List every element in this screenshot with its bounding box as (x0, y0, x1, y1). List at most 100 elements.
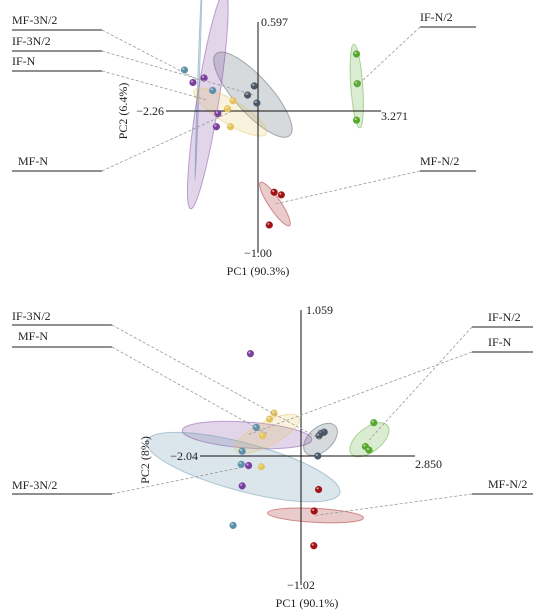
group-label-if-n: IF-N (12, 54, 36, 68)
point-if-3n-2-3 (253, 99, 261, 107)
group-leader-if-n-2 (356, 26, 421, 87)
x-axis-title: PC1 (90.3%) (227, 264, 290, 278)
group-label-if-n-2: IF-N/2 (420, 10, 453, 24)
point-highlight-mf-3n-2-2 (210, 88, 213, 91)
ellipse-mf-n-2 (259, 181, 291, 227)
group-label-mf-n-2: MF-N/2 (420, 154, 459, 168)
point-highlight-mf-n-2 (267, 416, 270, 420)
point-mf-n-2-1 (270, 188, 278, 196)
group-leader-mf-n (111, 346, 268, 435)
point-if-3n-2-1 (250, 82, 258, 90)
point-mf-n-2-2 (310, 507, 318, 515)
y-axis-title: PC2 (8%) (138, 436, 152, 484)
point-highlight-if-n-3 (215, 111, 218, 114)
point-highlight-if-n-2-1 (371, 420, 374, 423)
point-highlight-mf-n-2-3 (267, 222, 270, 225)
ellipse-mf-3n-2 (194, 0, 203, 181)
data-points (229, 350, 378, 550)
group-leader-mf-n-2 (315, 493, 473, 516)
x-max-tick-label: 2.850 (415, 457, 442, 471)
point-highlight-if-n-2 (190, 80, 194, 83)
point-if-n-3 (238, 482, 246, 490)
point-highlight-mf-n-2-2 (279, 192, 282, 195)
group-label-if-n: IF-N (488, 335, 512, 349)
point-highlight-mf-n-2-1 (272, 190, 275, 193)
point-highlight-if-n-2-2 (363, 444, 366, 447)
point-if-n-2-3 (352, 116, 361, 124)
group-label-mf-n: MF-N (18, 329, 48, 343)
point-mf-3n-2-4 (229, 521, 237, 529)
y-min-tick-label: −1.00 (244, 246, 272, 260)
group-leader-mf-n-2 (274, 170, 421, 205)
point-highlight-if-3n-2-1 (252, 83, 255, 86)
point-mf-n-3 (226, 123, 235, 131)
point-highlight-if-n-1 (202, 75, 205, 78)
ellipse-if-n (186, 0, 229, 210)
point-mf-n-2-3 (265, 221, 273, 229)
x-axis-title: PC1 (90.1%) (276, 596, 339, 610)
point-mf-3n-2-2 (209, 86, 217, 95)
pca-panel-1: −2.26 3.271 0.597 −1.00 PC1 (90.3%) PC2 (6.4%… (12, 0, 476, 278)
point-highlight-mf-3n-2-4 (230, 523, 234, 526)
group-leader-if-3n-2 (101, 50, 254, 96)
group-leader-mf-n (101, 111, 231, 172)
point-highlight-mf-n-3 (260, 433, 263, 436)
ellipse-if-n (181, 420, 313, 450)
point-if-3n-2-4 (314, 452, 322, 460)
group-label-mf-n: MF-N (18, 154, 48, 168)
group-label-mf-n-2: MF-N/2 (488, 477, 527, 491)
point-highlight-mf-n-2-3 (311, 543, 314, 546)
point-mf-n-2 (265, 415, 274, 423)
point-highlight-mf-n-2 (225, 106, 228, 109)
point-highlight-mf-n-2-2 (312, 508, 315, 512)
group-label-mf-3n-2: MF-3N/2 (12, 478, 57, 492)
point-highlight-if-n-2-1 (354, 51, 357, 55)
group-leader-mf-3n-2 (111, 466, 244, 495)
group-label-if-n-2: IF-N/2 (488, 310, 521, 324)
point-mf-n-2-3 (310, 542, 318, 550)
point-highlight-if-3n-2-3 (254, 100, 257, 104)
point-if-n-1 (246, 350, 254, 358)
point-highlight-if-n-2-3 (366, 447, 370, 451)
point-highlight-if-3n-2-4 (315, 453, 318, 456)
group-labels: IF-3N/2 MF-N MF-3N/2 IF-N/2 IF-N MF-N/2 (12, 309, 533, 516)
point-if-n-2-3 (365, 446, 373, 454)
point-highlight-if-n-4 (214, 124, 217, 127)
point-highlight-mf-3n-2-1 (254, 425, 257, 428)
data-points (180, 50, 361, 229)
group-leader-if-n-2 (369, 326, 473, 441)
point-mf-n-4 (257, 463, 265, 471)
point-highlight-mf-3n-2-2 (240, 449, 243, 452)
point-mf-n-3 (259, 432, 267, 440)
point-highlight-mf-3n-2-3 (239, 462, 242, 465)
point-highlight-if-n-2-2 (355, 81, 358, 84)
y-max-tick-label: 0.597 (261, 15, 288, 29)
point-if-n-4 (212, 123, 220, 131)
point-highlight-mf-n-4 (259, 464, 262, 467)
point-mf-3n-2-1 (180, 66, 189, 74)
group-leader-mf-3n-2 (101, 29, 199, 81)
point-mf-n-2 (223, 105, 232, 113)
x-min-tick-label: −2.26 (136, 104, 164, 118)
x-max-tick-label: 3.271 (381, 109, 408, 123)
point-mf-3n-2-3 (237, 460, 245, 468)
x-min-tick-label: −2.04 (170, 449, 198, 463)
y-min-tick-label: −1.02 (287, 578, 315, 592)
point-highlight-if-n-3 (240, 483, 243, 486)
point-if-3n-2-2 (243, 91, 252, 99)
group-label-if-3n-2: IF-3N/2 (12, 309, 51, 323)
point-if-n-2 (244, 461, 253, 470)
point-if-n-3 (214, 110, 222, 118)
point-highlight-if-3n-2-3 (316, 433, 320, 436)
point-highlight-mf-3n-2-1 (182, 67, 185, 70)
y-max-tick-label: 1.059 (306, 303, 333, 317)
point-mf-n-2-2 (277, 191, 285, 199)
point-if-n-2-1 (370, 419, 378, 427)
point-mf-n-2-1 (315, 485, 323, 494)
group-label-mf-3n-2: MF-3N/2 (12, 13, 57, 27)
confidence-ellipses (145, 413, 390, 524)
point-mf-n-1 (229, 97, 237, 105)
point-highlight-mf-n-1 (230, 98, 234, 101)
